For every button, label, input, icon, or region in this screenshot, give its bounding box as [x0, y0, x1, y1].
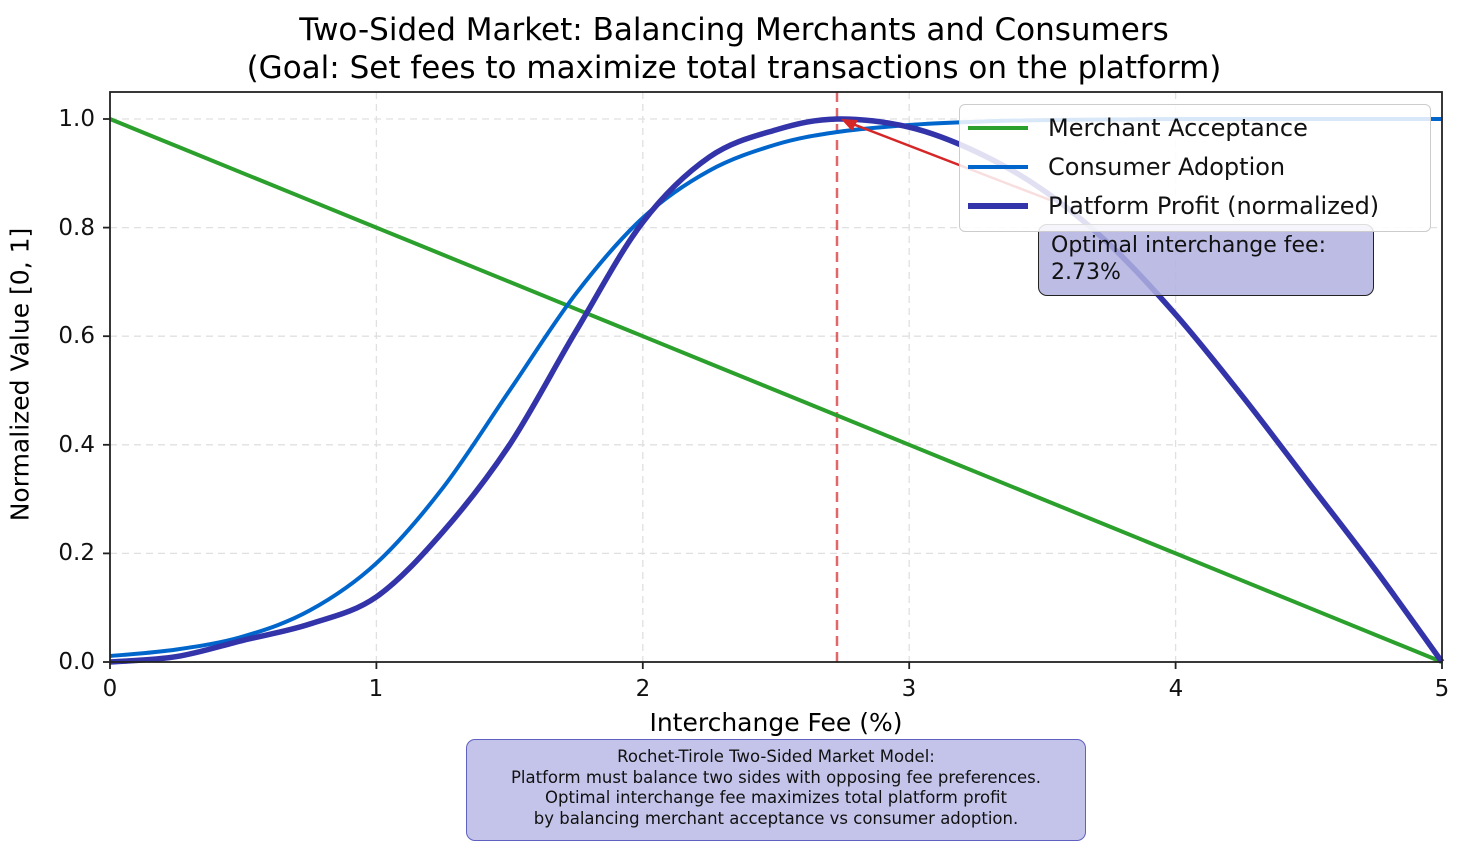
x-tick-label: 2	[635, 676, 651, 702]
x-tick-label: 3	[901, 676, 917, 702]
legend-label: Consumer Adoption	[1048, 153, 1286, 181]
chart-title: Two-Sided Market: Balancing Merchants an…	[299, 12, 1169, 48]
y-tick-label: 0.2	[58, 540, 95, 566]
x-tick-label: 5	[1434, 676, 1450, 702]
optimal-fee-annotation: Optimal interchange fee: 2.73%	[1038, 224, 1374, 296]
x-tick-label: 4	[1168, 676, 1184, 702]
legend-label: Platform Profit (normalized)	[1048, 192, 1380, 220]
legend-item-merchant: Merchant Acceptance	[968, 110, 1308, 146]
legend-label: Merchant Acceptance	[1048, 114, 1308, 142]
x-axis-label: Interchange Fee (%)	[649, 708, 903, 737]
legend-item-profit: Platform Profit (normalized)	[968, 188, 1379, 224]
chart-subtitle: (Goal: Set fees to maximize total transa…	[246, 50, 1222, 86]
annotation-line: Optimal interchange fee:	[1051, 233, 1326, 258]
y-axis-label: Normalized Value [0, 1]	[5, 227, 35, 522]
model-footnote: Rochet-Tirole Two-Sided Market Model: Pl…	[466, 739, 1086, 841]
x-tick-label: 1	[368, 676, 384, 702]
footnote-line: Optimal interchange fee maximizes total …	[545, 788, 1007, 807]
y-tick-label: 1.0	[58, 106, 95, 132]
annotation-value: 2.73%	[1051, 260, 1121, 285]
y-tick-label: 0.8	[58, 215, 95, 241]
footnote-line: Platform must balance two sides with opp…	[510, 767, 1042, 787]
legend-swatch-icon	[968, 126, 1028, 130]
legend-swatch-icon	[968, 165, 1028, 169]
merchant-acceptance-line	[109, 117, 1443, 664]
footnote-line: by balancing merchant acceptance vs cons…	[533, 808, 1019, 828]
y-tick-label: 0.6	[58, 323, 95, 349]
y-tick-label: 0.4	[58, 432, 95, 458]
axes-frame	[109, 91, 1443, 663]
footnote-line: Rochet-Tirole Two-Sided Market Model:	[617, 747, 935, 766]
x-tick-label: 0	[102, 676, 118, 702]
y-tick-label: 0.0	[58, 649, 95, 675]
platform-profit-line	[109, 116, 1445, 665]
legend-swatch-icon	[968, 203, 1028, 209]
legend-item-consumer: Consumer Adoption	[968, 149, 1285, 185]
legend: Merchant Acceptance Consumer Adoption Pl…	[959, 104, 1431, 232]
